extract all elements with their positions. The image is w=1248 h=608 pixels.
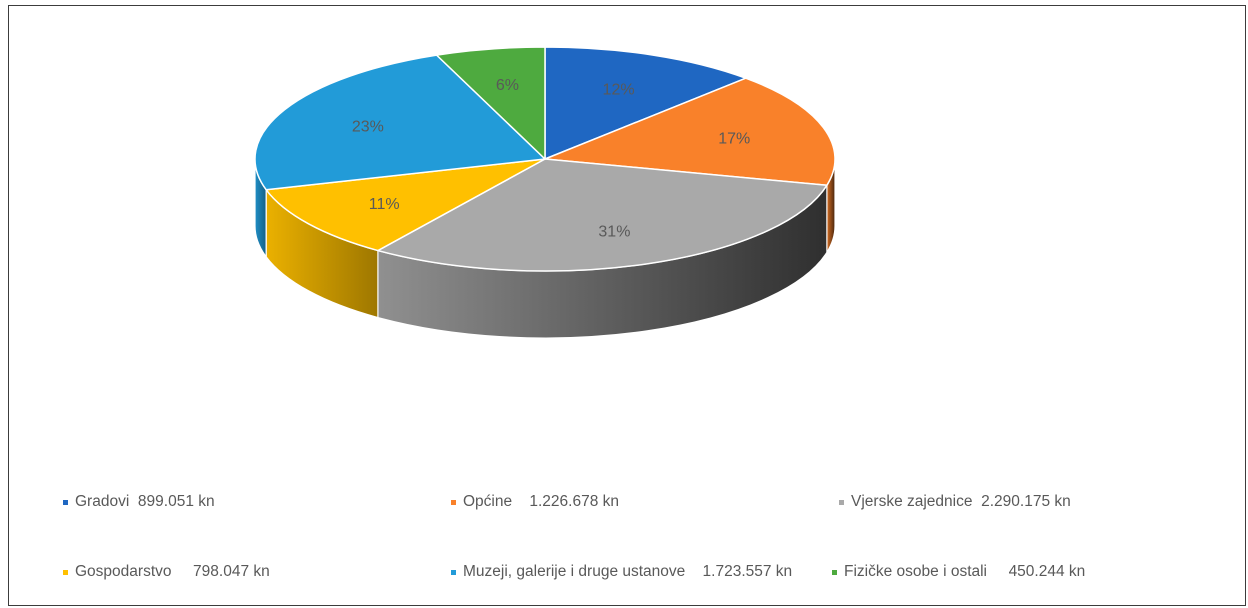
legend-label-opcine: Općine <box>463 493 513 510</box>
legend-amount-gradovi: 899.051 kn <box>137 493 215 510</box>
legend-label-gospodarstvo: Gospodarstvo <box>75 563 172 580</box>
legend-amount-muzeji: 1.723.557 kn <box>702 563 793 580</box>
pie-label-1: 17% <box>718 131 750 148</box>
pie-slice-1 <box>544 77 836 187</box>
legend-amount-gospodarstvo: 798.047 kn <box>193 563 270 580</box>
legend-amount-vjerske-zajednice: 2.290.175 kn <box>981 493 1071 510</box>
pie-slice-5 <box>435 46 546 160</box>
legend-spacer <box>685 563 702 581</box>
legend-label-gradovi: Gradovi <box>75 493 130 510</box>
pie-slice-0 <box>544 46 747 160</box>
pie-label-0: 12% <box>603 81 635 98</box>
pie-slice-4 <box>254 54 546 191</box>
legend-swatch-fizicke-osobe <box>832 569 837 575</box>
legend-item-muzeji: Muzeji, galerije i druge ustanove 1.723.… <box>451 562 792 582</box>
legend-spacer <box>512 493 529 511</box>
legend-amount-opcine: 1.226.678 kn <box>529 493 619 510</box>
legend-label-fizicke-osobe: Fizičke osobe i ostali <box>844 563 988 580</box>
legend-item-fizicke-osobe: Fizičke osobe i ostali 450.244 kn <box>832 562 1085 582</box>
legend-swatch-gradovi <box>63 499 68 505</box>
pie-label-3: 11% <box>369 196 400 213</box>
legend-swatch-gospodarstvo <box>63 569 68 575</box>
legend-swatch-vjerske-zajednice <box>839 499 844 505</box>
legend-swatch-muzeji <box>451 569 456 575</box>
pie-label-5: 6% <box>496 77 519 94</box>
legend-swatch-opcine <box>451 499 456 505</box>
pie-label-2: 31% <box>598 223 630 240</box>
legend-amount-fizicke-osobe: 450.244 kn <box>1008 563 1086 580</box>
pie-slice-2 <box>377 158 828 272</box>
legend-spacer <box>129 493 138 511</box>
legend-label-muzeji: Muzeji, galerije i druge ustanove <box>463 563 686 580</box>
legend-label-vjerske-zajednice: Vjerske zajednice <box>851 493 973 510</box>
legend-spacer <box>172 563 194 581</box>
pie-chart: 12% 17% 31% 11% 23% 6% <box>254 46 836 339</box>
chart-frame: 12% 17% 31% 11% 23% 6% Gradovi 899.051 kn Opć… <box>8 5 1246 606</box>
legend-item-vjerske-zajednice: Vjerske zajednice 2.290.175 kn <box>839 492 1071 512</box>
pie-label-4: 23% <box>352 119 384 136</box>
legend-item-gradovi: Gradovi 899.051 kn <box>63 492 215 512</box>
legend-spacer <box>972 493 981 511</box>
legend-item-opcine: Općine 1.226.678 kn <box>451 492 619 512</box>
pie-slice-3 <box>265 158 546 252</box>
legend-spacer <box>987 563 1009 581</box>
legend-item-gospodarstvo: Gospodarstvo 798.047 kn <box>63 562 270 582</box>
